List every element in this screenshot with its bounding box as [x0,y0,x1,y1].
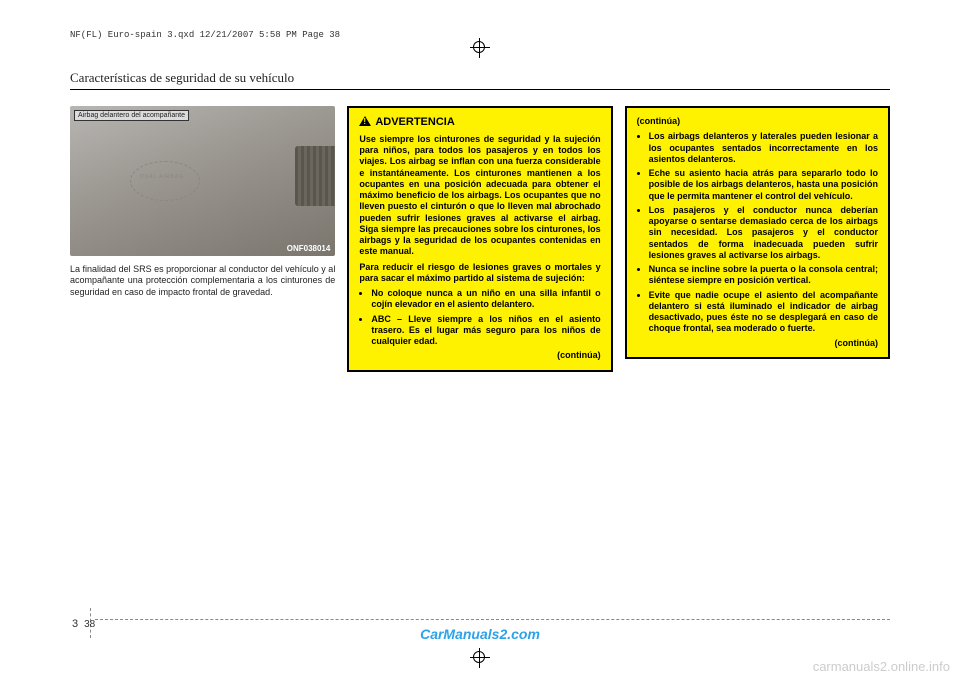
manual-page: NF(FL) Euro-spain 3.qxd 12/21/2007 5:58 … [0,0,960,678]
warn2-b4: Nunca se incline sobre la puerta o la co… [649,264,878,287]
warn1-p2: Para reducir el riesgo de lesiones grave… [359,262,600,285]
body-text: La finalidad del SRS es proporcionar al … [70,264,335,298]
warn2-list: Los airbags delanteros y laterales puede… [637,131,878,334]
warning-box-1: ADVERTENCIA Use siempre los cinturones d… [347,106,612,372]
crop-mark-top [470,38,490,58]
footer-rule [95,619,890,620]
airbag-outline [130,161,200,201]
column-2: ADVERTENCIA Use siempre los cinturones d… [347,106,612,372]
column-1: Airbag delantero del acompañante DUAL AI… [70,106,335,372]
warn2-cont-bottom: (continúa) [637,338,878,349]
section-title: Características de seguridad de su vehíc… [70,70,890,86]
warning-icon [359,116,371,126]
photo-label: Airbag delantero del acompañante [74,110,189,121]
warn2-b1: Los airbags delanteros y laterales puede… [649,131,878,165]
crop-mark-bottom [470,648,490,668]
warn1-list: No coloque nunca a un niño en una silla … [359,288,600,347]
warn2-b3: Los pasajeros y el conductor nunca deber… [649,205,878,261]
watermark-footer: carmanuals2.online.info [813,659,950,674]
page-number-box: 3 38 [70,618,95,630]
vent-graphic [295,146,335,206]
page-number: 38 [84,619,95,630]
dashboard-photo: Airbag delantero del acompañante DUAL AI… [70,106,335,256]
warning-title: ADVERTENCIA [359,116,600,130]
column-3: (continúa) Los airbags delanteros y late… [625,106,890,372]
page-section: 3 [70,618,80,630]
watermark-main: CarManuals2.com [420,626,540,642]
content-columns: Airbag delantero del acompañante DUAL AI… [70,106,890,372]
photo-code: ONF038014 [287,244,331,253]
title-rule [70,89,890,90]
warn1-p1: Use siempre los cinturones de seguridad … [359,134,600,258]
warn1-b1: No coloque nunca a un niño en una silla … [371,288,600,311]
warning-title-text: ADVERTENCIA [375,116,454,128]
warn1-b2: ABC – Lleve siempre a los niños en el as… [371,314,600,348]
warn2-b2: Eche su asiento hacia atrás para separar… [649,168,878,202]
warn2-b5: Evite que nadie ocupe el asiento del aco… [649,290,878,335]
warning-box-2: (continúa) Los airbags delanteros y late… [625,106,890,359]
warn2-cont-top: (continúa) [637,116,878,127]
airbag-text: DUAL AIRBAG [140,174,184,180]
warn1-cont: (continúa) [359,350,600,361]
